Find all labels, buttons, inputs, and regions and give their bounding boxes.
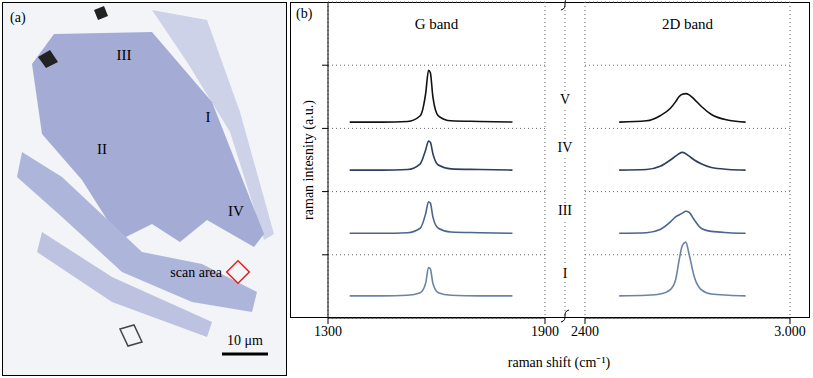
html-text:(b): (b) <box>296 6 313 21</box>
svg-text:3.000: 3.000 <box>774 324 806 339</box>
svg-text:II: II <box>97 141 107 157</box>
html-text:IV: IV <box>557 140 573 155</box>
svg-text:III: III <box>117 47 132 63</box>
svg-text:IV: IV <box>228 203 244 219</box>
html-text:III: III <box>558 203 572 219</box>
html-text:raman intesnity (a.u.): raman intesnity (a.u.) <box>301 100 316 220</box>
html-text:2D band: 2D band <box>661 16 714 32</box>
svg-text:2400: 2400 <box>571 324 599 339</box>
svg-text:1300: 1300 <box>314 324 342 339</box>
svg-text:(a): (a) <box>10 10 26 26</box>
html-text:I: I <box>562 265 568 281</box>
svg-text:10 μm: 10 μm <box>227 333 263 348</box>
svg-text:I: I <box>206 109 211 125</box>
svg-text:1900: 1900 <box>531 324 559 339</box>
html-text:V: V <box>559 92 571 107</box>
svg-text:scan area: scan area <box>170 265 222 280</box>
html-text:raman shift (cm⁻¹): raman shift (cm⁻¹) <box>507 355 611 370</box>
html-text:G band: G band <box>414 16 459 32</box>
